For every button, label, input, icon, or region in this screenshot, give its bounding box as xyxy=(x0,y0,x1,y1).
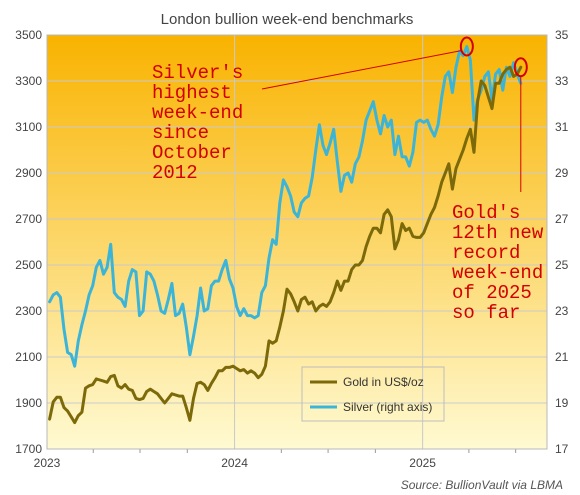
y-left-tick-label: 3100 xyxy=(15,120,42,134)
gold-annotation-line: record xyxy=(452,242,520,264)
y-left-tick-label: 1700 xyxy=(15,442,42,456)
x-tick-label: 2025 xyxy=(409,456,436,470)
source-note: Source: BullionVault via LBMA xyxy=(401,478,563,492)
silver-annotation-line: 2012 xyxy=(152,162,198,184)
plot-frame xyxy=(46,34,548,450)
y-right-tick-label: 17 xyxy=(555,442,569,456)
y-left-tick-label: 2100 xyxy=(15,350,42,364)
gold-annotation-line: Gold's xyxy=(452,202,520,224)
y-left-tick-label: 2500 xyxy=(15,258,42,272)
silver-annotation-line: highest xyxy=(152,82,232,104)
chart-title: London bullion week-end benchmarks xyxy=(161,11,414,28)
silver-annotation-line: Silver's xyxy=(152,62,243,84)
y-right-tick-label: 23 xyxy=(555,304,569,318)
legend-box xyxy=(301,366,445,422)
y-right-tick-label: 35 xyxy=(555,28,569,42)
gold-annotation-line: week-end xyxy=(452,262,543,284)
annotations: Silver'shighestweek-endsinceOctober2012G… xyxy=(152,36,544,324)
y-right-tick-label: 29 xyxy=(555,166,569,180)
gold-annotation-line: of 2025 xyxy=(452,282,532,304)
y-right-tick-label: 25 xyxy=(555,258,569,272)
y-left-tick-label: 2700 xyxy=(15,212,42,226)
plot-area xyxy=(47,35,547,449)
legend-silver-label: Silver (right axis) xyxy=(343,400,432,414)
silver-annotation-line: week-end xyxy=(152,102,243,124)
silver-annotation-line: since xyxy=(152,122,209,144)
silver-callout-line xyxy=(261,50,462,90)
y-right-tick-label: 33 xyxy=(555,74,569,88)
y-left-tick-label: 3500 xyxy=(15,28,42,42)
y-right-tick-label: 21 xyxy=(555,350,569,364)
y-left-tick-label: 2300 xyxy=(15,304,42,318)
gold-annotation-line: so far xyxy=(452,302,520,324)
axes: 1700 17 1900 19 2100 21 2300 23 2500 25 2700 27 2900… xyxy=(15,28,568,470)
gold-annotation-line: 12th new xyxy=(452,222,544,244)
legend-gold-label: Gold in US$/oz xyxy=(343,375,424,389)
y-right-tick-label: 19 xyxy=(555,396,569,410)
y-right-tick-label: 31 xyxy=(555,120,569,134)
silver-annotation-line: October xyxy=(152,142,232,164)
gold-series-line xyxy=(48,65,523,425)
silver-series-line xyxy=(48,45,523,368)
y-right-tick-label: 27 xyxy=(555,212,569,226)
legend: Gold in US$/oz Silver (right axis) xyxy=(301,366,445,422)
x-tick-label: 2023 xyxy=(34,456,61,470)
x-tick-label: 2024 xyxy=(221,456,248,470)
series-lines xyxy=(48,45,523,425)
y-left-tick-label: 2900 xyxy=(15,166,42,180)
silver-peak-marker xyxy=(459,36,474,57)
y-left-tick-label: 1900 xyxy=(15,396,42,410)
y-left-tick-label: 3300 xyxy=(15,74,42,88)
